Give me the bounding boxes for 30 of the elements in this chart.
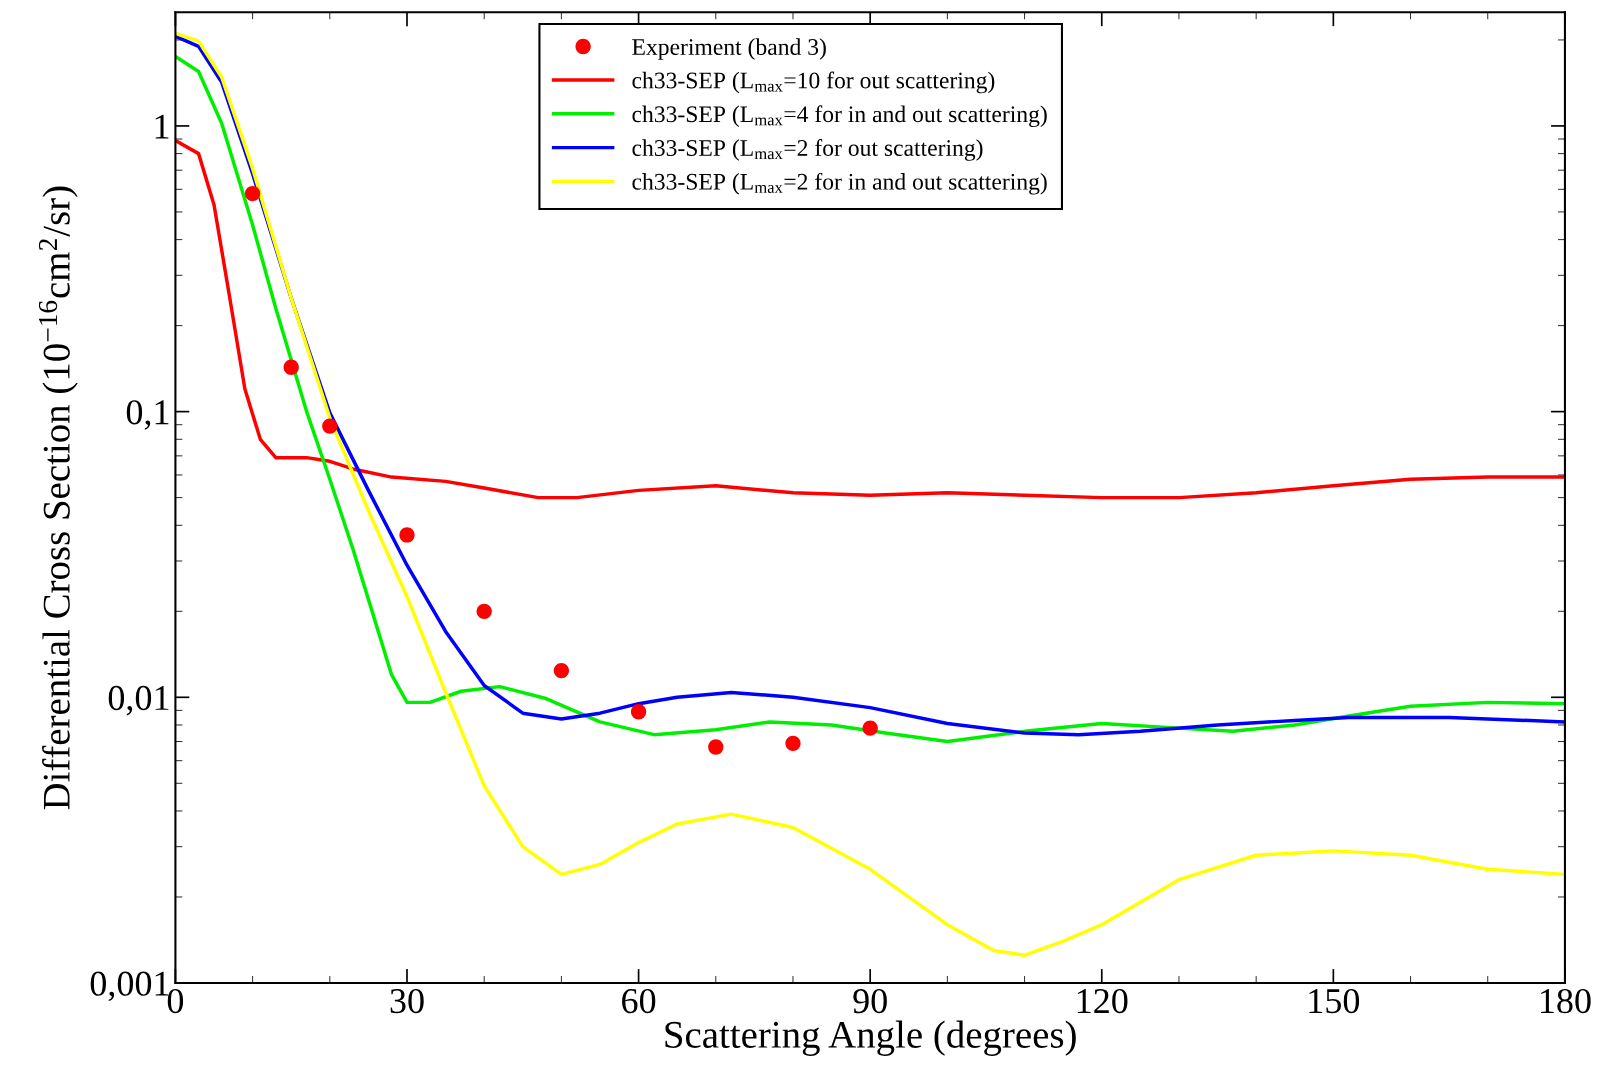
y-tick-label: 0,01 [108,685,169,716]
legend-label: ch33-SEP (L$_{max}$=2 for out scattering) [632,139,983,161]
x-tick-label: 150 [1309,988,1360,1014]
y-tick-label: 0,1 [126,400,169,430]
legend-label: ch33-SEP (L$_{max}$=4 for in and out scattering) [632,105,1047,128]
point [283,359,299,375]
y-tick-label: 0,001 [90,971,169,1002]
x-tick-label: 180 [1541,988,1591,1014]
x-tick-label: 90 [853,988,887,1014]
point [785,735,801,751]
x-tick-label: 60 [622,988,656,1014]
legend-label: ch33-SEP (L$_{max}$=2 for in and out scattering) [632,172,1047,195]
x-tick-label: 120 [1077,988,1128,1014]
legend-label: Experiment (band 3) [632,38,826,60]
y-axis-title: Differential Cross Section (10$^{−16}$cm$^{2}$/sr) [38,186,78,810]
y-tick-label: 1 [155,114,169,139]
point [862,720,878,736]
legend-label: ch33-SEP (L$_{max}$=10 for out scattering) [632,71,995,94]
point [630,704,647,720]
point [708,739,724,755]
x-tick-label: 0 [167,988,184,1014]
point [476,603,492,619]
line-series [175,31,1565,958]
x-tick-label: 30 [390,988,424,1014]
point [244,185,261,202]
point [322,418,338,434]
x-axis-title: Scattering Angle (degrees) [665,1020,1076,1056]
point [553,662,570,679]
line-series [175,138,1565,500]
point [399,527,415,543]
